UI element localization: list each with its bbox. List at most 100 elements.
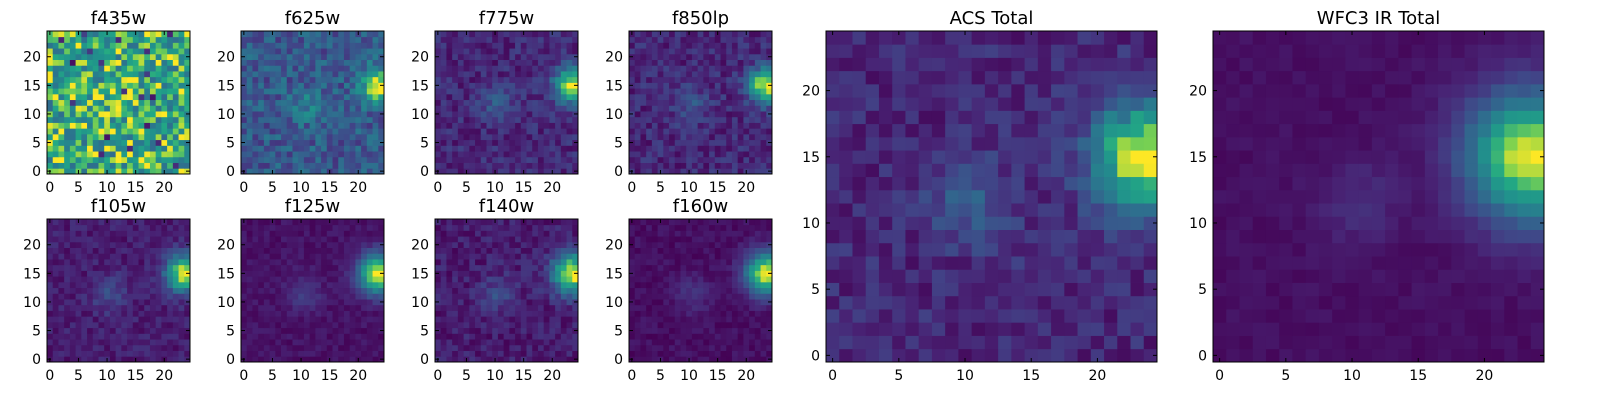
heatmap-cell bbox=[560, 133, 567, 141]
heatmap-cell bbox=[509, 122, 516, 129]
heatmap-cell bbox=[634, 128, 641, 135]
heatmap-cell bbox=[87, 333, 94, 340]
heatmap-cell bbox=[492, 236, 499, 243]
heatmap-cell bbox=[281, 156, 288, 163]
heatmap-cell bbox=[172, 93, 179, 101]
heatmap-cell bbox=[691, 128, 699, 135]
heatmap-cell bbox=[515, 116, 522, 123]
heatmap-cell bbox=[515, 264, 522, 271]
heatmap-cell bbox=[663, 65, 670, 72]
heatmap-cell bbox=[634, 350, 641, 357]
heatmap-cell bbox=[651, 116, 658, 123]
heatmap-cell bbox=[315, 287, 322, 294]
heatmap-cell bbox=[263, 344, 270, 351]
heatmap-cell bbox=[503, 133, 510, 141]
heatmap-cell bbox=[749, 162, 756, 169]
heatmap-cell bbox=[714, 93, 721, 101]
heatmap-cell bbox=[640, 65, 647, 72]
heatmap-cell bbox=[509, 65, 516, 72]
heatmap-cell bbox=[515, 236, 522, 243]
heatmap-cell bbox=[737, 293, 744, 300]
heatmap-cell bbox=[680, 339, 687, 346]
heatmap-cell bbox=[726, 111, 733, 118]
heatmap-cell bbox=[555, 281, 562, 289]
heatmap-cell bbox=[269, 42, 276, 49]
heatmap-cell bbox=[132, 93, 139, 101]
heatmap-cell bbox=[172, 71, 179, 78]
heatmap-cell bbox=[486, 230, 493, 237]
heatmap-cell bbox=[537, 99, 545, 106]
heatmap-cell bbox=[87, 253, 94, 260]
heatmap-cell bbox=[64, 333, 71, 340]
heatmap-cell bbox=[275, 99, 282, 106]
heatmap-cell bbox=[309, 36, 316, 43]
heatmap-cell bbox=[749, 116, 756, 123]
heatmap-cell bbox=[549, 236, 556, 243]
heatmap-cell bbox=[515, 105, 522, 112]
heatmap-cell bbox=[92, 133, 99, 141]
heatmap-cell bbox=[309, 59, 316, 66]
heatmap-cell bbox=[343, 116, 351, 123]
heatmap-cell bbox=[651, 76, 658, 83]
heatmap-cell bbox=[709, 133, 716, 141]
heatmap-cell bbox=[743, 281, 750, 289]
heatmap-cell bbox=[98, 82, 105, 89]
heatmap-cell bbox=[298, 99, 305, 106]
heatmap-cell bbox=[52, 304, 59, 311]
y-tick-label: 10 bbox=[217, 107, 235, 123]
heatmap-cell bbox=[691, 31, 699, 38]
heatmap-cell bbox=[269, 224, 276, 231]
heatmap-cell bbox=[338, 270, 345, 277]
heatmap-cell bbox=[47, 276, 54, 283]
heatmap-cell bbox=[452, 93, 459, 101]
heatmap-cell bbox=[749, 99, 756, 106]
heatmap-cell bbox=[566, 76, 573, 83]
heatmap-cell bbox=[749, 88, 756, 95]
heatmap-cell bbox=[47, 93, 54, 101]
heatmap-cell bbox=[98, 316, 105, 323]
heatmap-cell bbox=[92, 48, 99, 55]
heatmap-cell bbox=[121, 344, 128, 351]
heatmap-cell bbox=[475, 122, 482, 129]
heatmap-cell bbox=[372, 287, 379, 294]
heatmap-cell bbox=[703, 59, 710, 66]
heatmap-cell bbox=[167, 316, 174, 323]
heatmap-cell bbox=[537, 162, 545, 169]
heatmap-cell bbox=[669, 299, 676, 306]
heatmap-cell bbox=[435, 259, 442, 266]
heatmap-cell bbox=[686, 344, 693, 351]
heatmap-cell bbox=[378, 224, 385, 231]
heatmap-cell bbox=[572, 133, 579, 141]
heatmap-cell bbox=[372, 304, 379, 311]
heatmap-cell bbox=[298, 259, 305, 266]
heatmap-cell bbox=[560, 339, 567, 346]
heatmap-cell bbox=[343, 293, 351, 300]
heatmap-cell bbox=[543, 59, 550, 66]
heatmap-cell bbox=[281, 230, 288, 237]
heatmap-cell bbox=[81, 316, 88, 323]
heatmap-cell bbox=[167, 321, 174, 329]
heatmap-cell bbox=[75, 304, 82, 311]
heatmap-cell bbox=[378, 71, 385, 78]
heatmap-cell bbox=[167, 53, 174, 60]
heatmap-cell bbox=[640, 344, 647, 351]
heatmap-cell bbox=[58, 310, 65, 317]
heatmap-cell bbox=[503, 53, 510, 60]
heatmap-cell bbox=[47, 253, 54, 260]
heatmap-cell bbox=[338, 128, 345, 135]
heatmap-cell bbox=[355, 128, 362, 135]
heatmap-cell bbox=[98, 145, 105, 152]
heatmap-cell bbox=[457, 59, 464, 66]
heatmap-cell bbox=[286, 230, 293, 237]
heatmap-cell bbox=[138, 236, 145, 243]
heatmap-cell bbox=[241, 151, 248, 158]
heatmap-cell bbox=[440, 65, 447, 72]
heatmap-cell bbox=[680, 139, 687, 146]
heatmap-cell bbox=[263, 128, 270, 135]
heatmap-cell bbox=[167, 48, 174, 55]
heatmap-cell bbox=[749, 287, 756, 294]
heatmap-cell bbox=[674, 65, 681, 72]
heatmap-cell bbox=[463, 310, 470, 317]
heatmap-cell bbox=[343, 270, 351, 277]
